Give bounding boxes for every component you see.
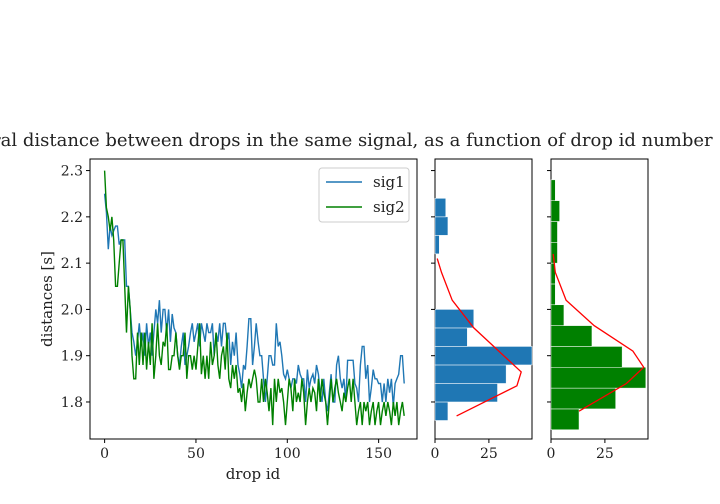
series-line-sig1 [103, 193, 405, 412]
histogram-bar [550, 221, 558, 243]
histogram-bar [434, 364, 507, 384]
x-axis-label: drop id [226, 465, 281, 483]
histogram-bar [550, 200, 560, 222]
y-tick-label: 1.8 [61, 395, 83, 411]
histogram-sig1-frame [434, 158, 533, 440]
histogram-x-tick-label: 0 [547, 446, 556, 462]
main-axes: 0 50 100 150 1.8 1.9 2.0 2.1 2.2 2.3 drop id dis… [38, 158, 418, 483]
main-y-ticks: 1.8 1.9 2.0 2.1 2.2 2.3 [61, 164, 90, 411]
histogram-x-tick-label: 25 [596, 446, 614, 462]
main-x-ticks: 0 50 100 150 [100, 439, 392, 462]
histogram-bar [434, 309, 475, 329]
y-tick-label: 1.9 [61, 349, 83, 365]
y-tick-label: 2.0 [61, 302, 83, 318]
histogram-bar [550, 387, 616, 410]
histogram-bar [434, 235, 440, 255]
histogram-bar [550, 283, 556, 306]
x-tick-label: 0 [100, 446, 109, 462]
y-tick-label: 2.2 [61, 210, 83, 226]
legend-label-sig2: sig2 [373, 198, 405, 216]
chart-title: Temporal distance between drops in the s… [0, 130, 713, 151]
y-tick-label: 2.1 [61, 256, 83, 272]
series-line-sig2 [103, 170, 405, 426]
main-series-group [103, 170, 405, 426]
histogram-bar [434, 327, 468, 347]
y-axis-label: distances [s] [38, 251, 56, 347]
histogram-bar [550, 179, 556, 201]
x-tick-label: 50 [187, 446, 205, 462]
histogram-bar [434, 216, 449, 236]
histogram-bar [550, 346, 623, 368]
histogram-sig2: 0 25 [547, 158, 649, 462]
x-tick-label: 150 [365, 446, 392, 462]
histogram-sig1: 0 25 [431, 158, 533, 462]
histogram-bar [550, 408, 580, 430]
y-tick-label: 2.3 [61, 164, 83, 180]
density-curve [552, 253, 645, 412]
histogram-x-tick-label: 0 [431, 446, 440, 462]
histogram-x-tick-label: 25 [480, 446, 498, 462]
main-plot-frame [89, 158, 418, 440]
x-tick-label: 100 [274, 446, 301, 462]
legend: sig1 sig2 [318, 167, 410, 223]
histogram-bar [434, 346, 533, 366]
legend-label-sig1: sig1 [373, 173, 405, 191]
density-curve [436, 258, 522, 417]
histogram-bar [550, 304, 565, 326]
histogram-bar [550, 367, 647, 389]
histogram-bar [434, 383, 498, 403]
histogram-bar [434, 198, 447, 218]
histogram-bar [434, 401, 449, 421]
histogram-bar [550, 325, 593, 347]
